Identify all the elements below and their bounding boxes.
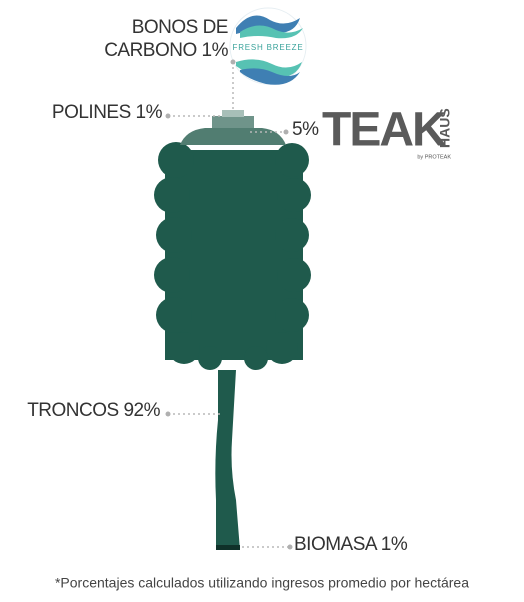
canopy-tip	[222, 110, 244, 117]
label: CARBONO 1%	[104, 40, 228, 61]
canopy	[156, 297, 192, 333]
canopy	[168, 332, 200, 364]
footnote: *Porcentajes calculados utilizando ingre…	[55, 575, 469, 591]
leader-dot	[165, 411, 171, 417]
teak-haus-logo: TEAK HAUS by PROTEAK	[322, 104, 453, 161]
trunk-base	[216, 545, 240, 550]
logo-text: TEAK	[322, 104, 447, 157]
canopy-top	[212, 116, 254, 128]
logo-wave	[240, 25, 303, 39]
canopy-top	[180, 128, 286, 145]
canopy	[277, 258, 311, 292]
leader-dot	[230, 59, 236, 65]
leader-dot	[287, 544, 293, 550]
canopy	[275, 298, 309, 332]
label: TRONCOS 92%	[27, 400, 160, 421]
logo-suffix: HAUS	[437, 108, 453, 148]
label: BONOS DE	[132, 17, 228, 38]
canopy	[154, 177, 190, 213]
canopy	[277, 178, 311, 212]
tree	[154, 110, 311, 550]
canopy	[158, 142, 194, 178]
leader-dot	[283, 129, 289, 135]
logo-wave	[240, 68, 300, 85]
canopy	[156, 217, 192, 253]
label: BIOMASA 1%	[294, 534, 408, 555]
leaders	[165, 59, 293, 550]
logo-text: FRESH BREEZE	[233, 43, 304, 52]
canopy	[244, 346, 268, 370]
label: POLINES 1%	[52, 102, 163, 123]
label: 5%	[292, 119, 319, 140]
canopy	[275, 218, 309, 252]
fresh-breeze-logo: FRESH BREEZE	[229, 7, 307, 85]
canopy	[154, 257, 190, 293]
canopy	[275, 143, 309, 177]
trunk	[215, 370, 240, 550]
logo-byline: by PROTEAK	[417, 154, 451, 160]
canopy	[266, 332, 298, 364]
leader-dot	[165, 113, 171, 119]
canopy	[198, 346, 222, 370]
